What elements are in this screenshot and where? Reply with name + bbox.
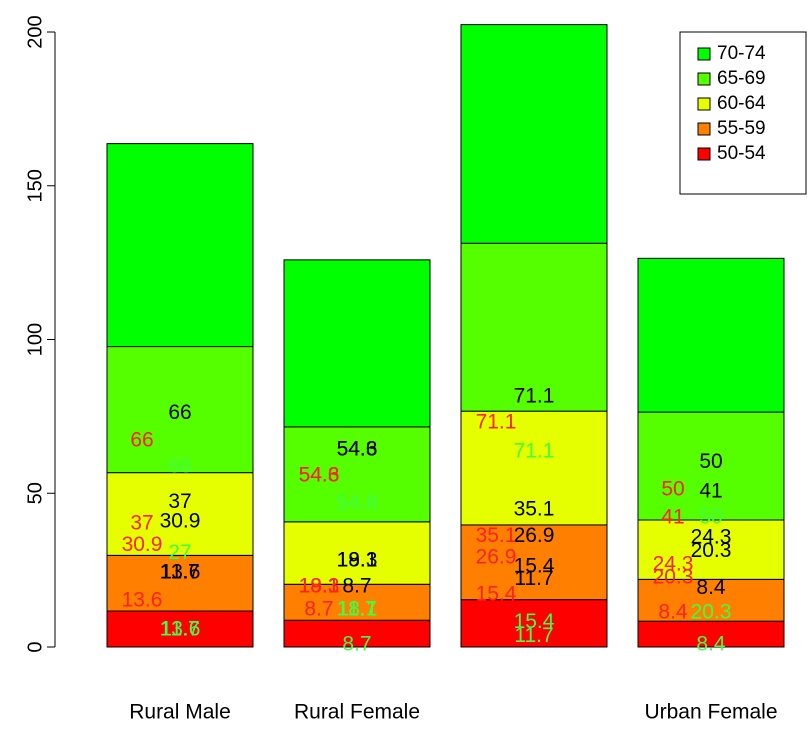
bar-segment (460, 599, 608, 648)
bar-segment (637, 578, 785, 622)
annotation: 20.3 (691, 601, 732, 624)
annotation: 18.1 (299, 575, 340, 598)
annotation: 18.1 (337, 598, 378, 621)
annotation: 35.1 (476, 524, 517, 547)
bar-segment (283, 259, 431, 428)
annotation: 8.7 (342, 575, 371, 598)
annotation: 66 (168, 401, 191, 424)
annotation: 66 (168, 455, 191, 478)
bar-segment (106, 472, 254, 556)
annotation: 8.7 (304, 598, 333, 621)
annotation: 24.3 (653, 552, 694, 575)
annotation: 26.9 (514, 524, 555, 547)
annotation: 37 (168, 490, 191, 513)
annotation: 19.3 (299, 575, 340, 598)
bar-segment (106, 143, 254, 348)
annotation: 26.9 (476, 545, 517, 568)
annotation: 50 (661, 478, 684, 501)
y-tick-label: 200 (24, 15, 46, 48)
x-tick-label: Rural Male (129, 701, 231, 724)
bar-segment (637, 519, 785, 580)
annotation: 66 (130, 429, 153, 452)
x-tick-label: Rural Female (294, 701, 420, 724)
annotation: 20.3 (691, 539, 732, 562)
bar-segment (460, 242, 608, 412)
annotation: 18.1 (337, 548, 378, 571)
bar-segment (637, 620, 785, 648)
annotation: 30.9 (122, 533, 163, 556)
annotation: 54.6 (337, 438, 378, 461)
annotation: 11.7 (514, 567, 553, 590)
bar-segment (283, 426, 431, 523)
annotation: 41 (661, 505, 684, 528)
legend-label: 70-74 (717, 43, 766, 64)
annotation: 8.7 (342, 632, 371, 655)
legend-label: 50-54 (717, 143, 766, 164)
annotation: 50 (699, 450, 722, 473)
annotation: 54.6 (299, 464, 340, 487)
annotation: 41 (699, 480, 722, 503)
annotation: 11.7 (514, 624, 553, 647)
annotation: 13.6 (122, 588, 163, 611)
annotation: 54.6 (337, 492, 378, 515)
legend-label: 65-69 (717, 68, 766, 89)
bar-segment (637, 257, 785, 413)
legend-label: 55-59 (717, 118, 766, 139)
annotation: 54.3 (337, 492, 378, 515)
annotation: 15.4 (514, 555, 555, 578)
annotation: 11.7 (337, 598, 376, 621)
y-tick-label: 100 (24, 323, 46, 356)
bar-segment (283, 583, 431, 621)
bar-segment (106, 610, 254, 648)
bar-segment (106, 554, 254, 612)
annotation: 71.1 (514, 440, 555, 463)
annotation: 50 (699, 505, 722, 528)
annotation: 27 (168, 541, 191, 564)
legend-swatch (697, 147, 711, 161)
y-tick-label: 150 (24, 169, 46, 202)
annotation: 35.1 (514, 498, 555, 521)
annotation: 37 (130, 512, 153, 535)
x-tick-label: Urban Female (644, 701, 777, 724)
bar-segment (283, 619, 431, 648)
bar-segment (637, 411, 785, 521)
legend-swatch (697, 97, 711, 111)
annotation: 13.6 (160, 561, 201, 584)
legend-swatch (697, 122, 711, 136)
legend-label: 60-64 (717, 93, 766, 114)
y-tick-label: 50 (24, 482, 46, 504)
bar-segment (460, 410, 608, 526)
annotation: 8.4 (658, 601, 688, 624)
annotation: 54.3 (337, 438, 378, 461)
annotation: 30.9 (160, 510, 201, 533)
annotation: 8.4 (696, 576, 726, 599)
annotation: 15.4 (514, 610, 555, 633)
annotation: 13.6 (160, 618, 201, 641)
annotation: 24.3 (691, 526, 732, 549)
annotation: 54.3 (299, 464, 340, 487)
annotation: 8.4 (696, 632, 726, 655)
annotation: 15.4 (476, 582, 517, 605)
annotation: 20.3 (653, 566, 694, 589)
annotation: 11.7 (160, 561, 199, 584)
annotation: 19.3 (337, 548, 378, 571)
bar-segment (460, 24, 608, 244)
legend-swatch (697, 47, 711, 61)
bar-segment (460, 524, 608, 601)
annotation: 71.1 (514, 385, 555, 408)
bar-segment (283, 521, 431, 585)
annotation: 11.7 (160, 618, 199, 641)
y-tick-label: 0 (24, 641, 46, 652)
annotation: 71.1 (476, 411, 517, 434)
legend-swatch (697, 72, 711, 86)
